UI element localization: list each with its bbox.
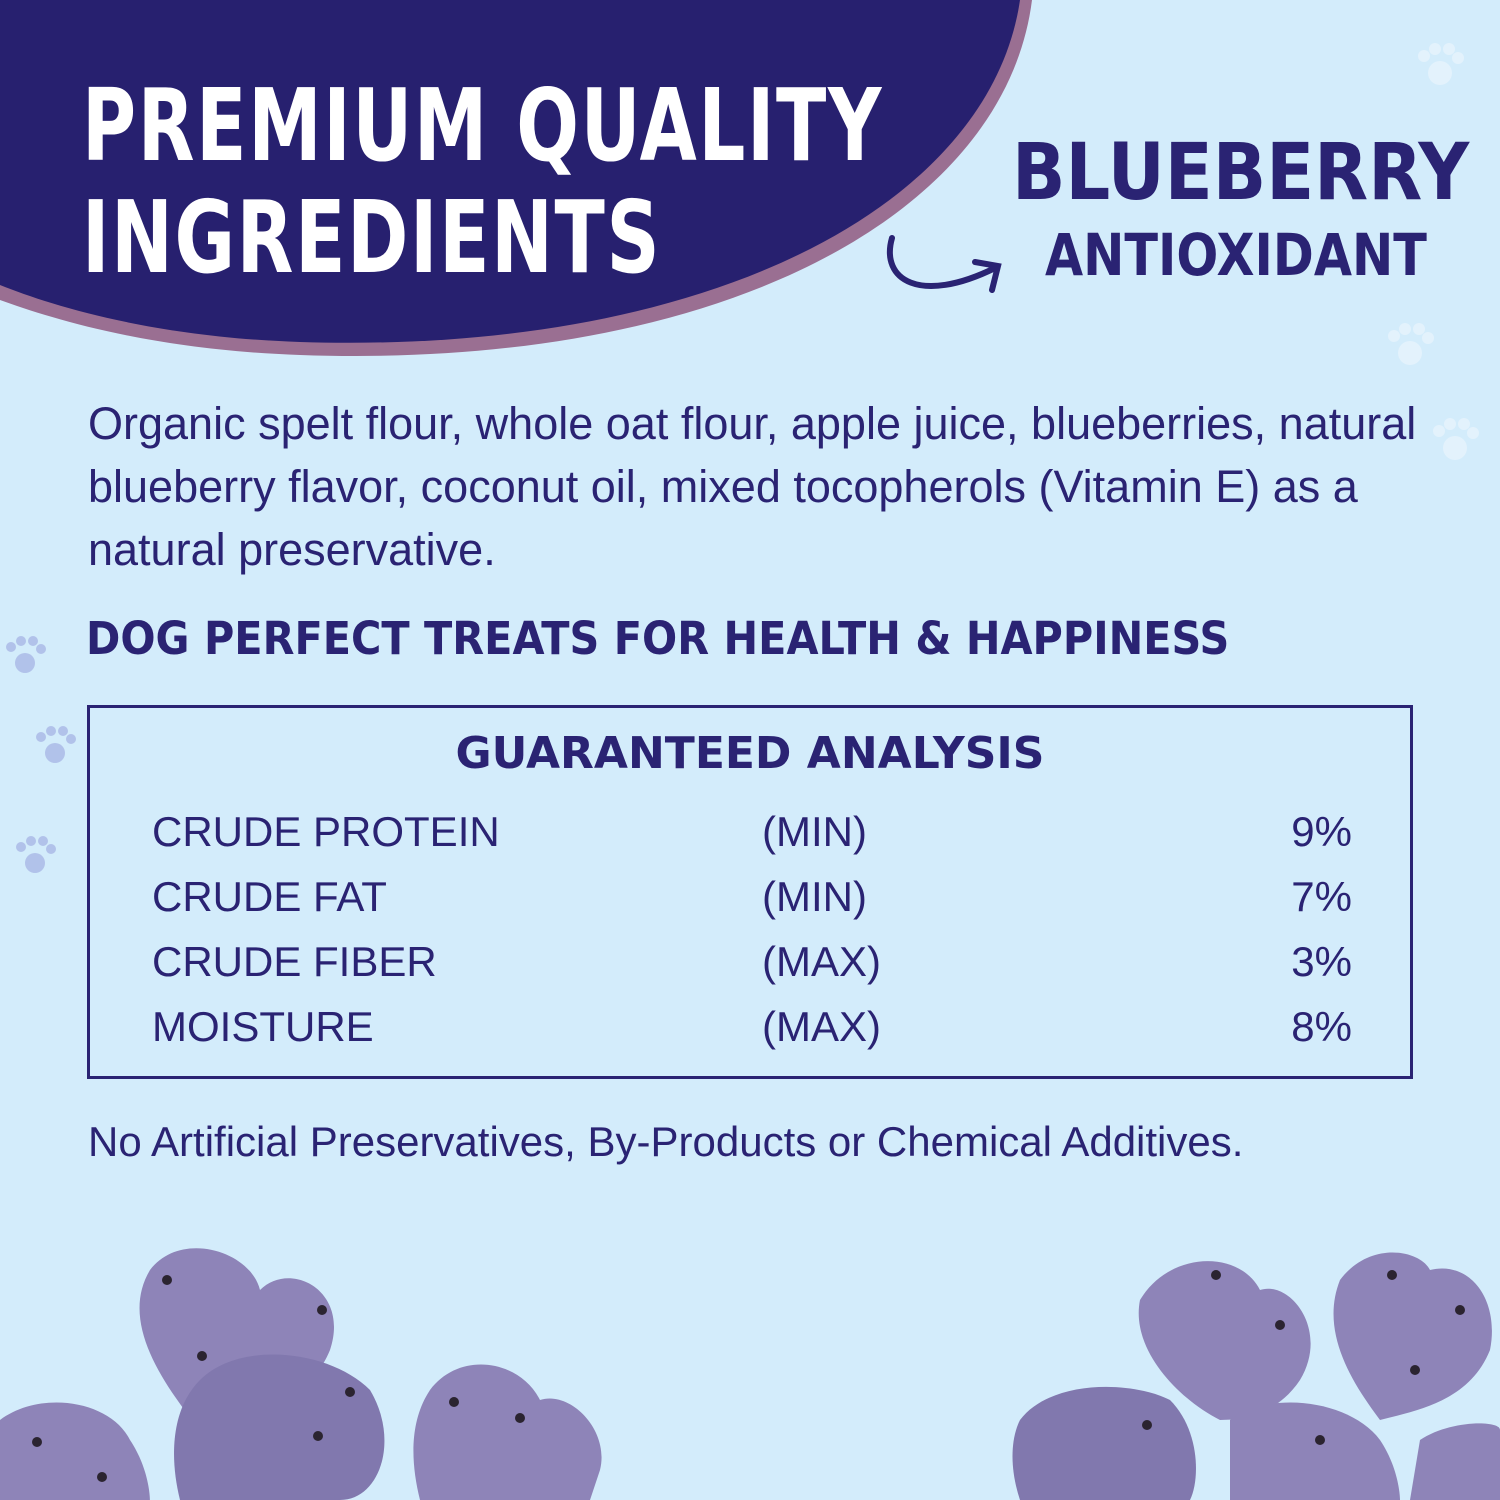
nutrient-name: CRUDE FAT — [152, 873, 387, 920]
headline-line1: PREMIUM QUALITY — [82, 67, 884, 184]
footer-note: No Artificial Preservatives, By-Products… — [88, 1118, 1244, 1165]
analysis-title: GUARANTEED ANALYSIS — [455, 728, 1045, 779]
analysis-row: CRUDE PROTEIN (MIN) 9% — [152, 808, 1352, 868]
tagline: DOG PERFECT TREATS FOR HEALTH & HAPPINES… — [86, 612, 1230, 665]
nutrient-name: MOISTURE — [152, 1003, 374, 1050]
blueberry-treats — [0, 1248, 1500, 1500]
nutrient-value: 7% — [1291, 873, 1352, 920]
nutrient-value: 3% — [1291, 938, 1352, 985]
treat-seeds — [32, 1270, 1465, 1482]
callout-subtitle: ANTIOXIDANT — [1045, 221, 1427, 289]
analysis-row: CRUDE FAT (MIN) 7% — [152, 873, 1352, 933]
nutrient-name: CRUDE FIBER — [152, 938, 437, 985]
header-blob — [0, 0, 1020, 343]
curved-arrow-icon — [886, 235, 1002, 293]
callout-title: BLUEBERRY — [1012, 128, 1470, 218]
nutrient-qualifier: (MAX) — [762, 1003, 881, 1050]
ingredients-text: Organic spelt flour, whole oat flour, ap… — [88, 398, 1417, 575]
nutrient-name: CRUDE PROTEIN — [152, 808, 500, 855]
nutrient-value: 8% — [1291, 1003, 1352, 1050]
headline-line2: INGREDIENTS — [82, 179, 662, 296]
analysis-row: MOISTURE (MAX) 8% — [152, 1003, 1352, 1063]
nutrient-value: 9% — [1291, 808, 1352, 855]
paw-print-icons-faint — [1388, 43, 1479, 460]
guaranteed-analysis-box: GUARANTEED ANALYSIS CRUDE PROTEIN (MIN) … — [87, 705, 1413, 1079]
headline: PREMIUM QUALITY INGREDIENTS — [82, 70, 883, 294]
nutrient-qualifier: (MIN) — [762, 873, 867, 920]
nutrient-qualifier: (MIN) — [762, 808, 867, 855]
nutrient-qualifier: (MAX) — [762, 938, 881, 985]
analysis-row: CRUDE FIBER (MAX) 3% — [152, 938, 1352, 998]
paw-print-icons — [6, 636, 76, 873]
